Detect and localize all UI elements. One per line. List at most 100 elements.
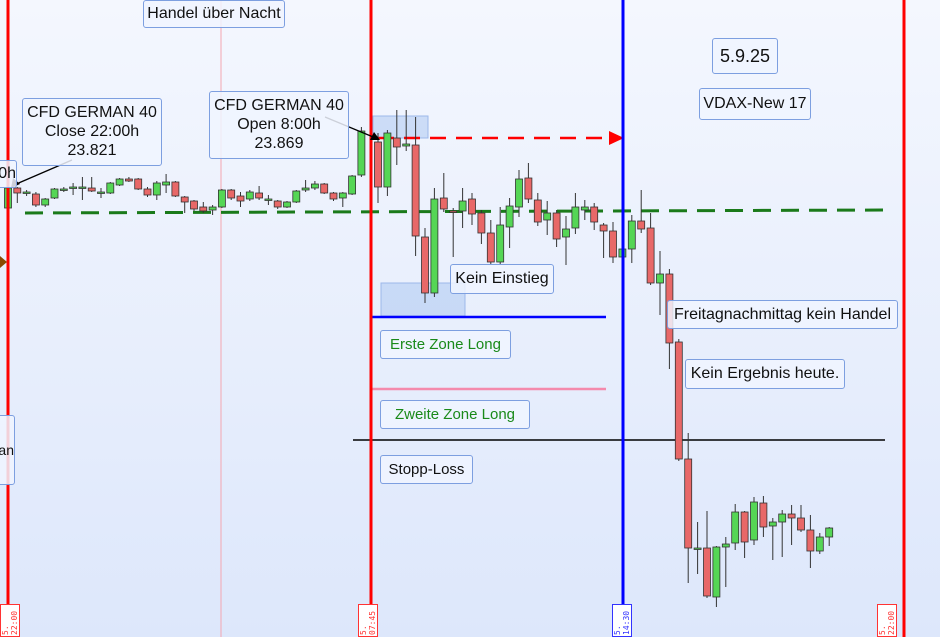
candle-up bbox=[402, 143, 411, 147]
open-range-box bbox=[372, 115, 429, 139]
candle-up bbox=[825, 527, 834, 538]
candle-up bbox=[712, 546, 721, 598]
candle-up bbox=[778, 513, 787, 523]
candle-up bbox=[496, 224, 505, 263]
time-label-prev-close: 5. 22:00 bbox=[0, 604, 20, 637]
candle-up bbox=[22, 191, 31, 194]
candle-down bbox=[477, 212, 486, 234]
candle-down bbox=[552, 212, 561, 240]
candle-down bbox=[320, 183, 329, 194]
label-left-partial-1: 0h bbox=[0, 160, 17, 188]
candle-up bbox=[505, 205, 514, 228]
candle-down bbox=[411, 144, 420, 237]
candle-up bbox=[69, 186, 77, 189]
candle-up bbox=[357, 130, 366, 176]
label-open-cfd: CFD GERMAN 40 Open 8:00h 23.869 bbox=[209, 91, 349, 159]
candle-up bbox=[348, 175, 357, 195]
candle-up bbox=[721, 543, 730, 548]
candle-up bbox=[162, 181, 171, 186]
candle-down bbox=[674, 341, 683, 460]
candle-down bbox=[13, 187, 22, 194]
candle-down bbox=[599, 224, 608, 232]
open-sub: Open 8:00h bbox=[237, 116, 321, 133]
open-level-arrow-icon bbox=[609, 131, 624, 145]
time-label-open: 5. 07:45 bbox=[358, 604, 378, 637]
open-title: CFD GERMAN 40 bbox=[214, 97, 344, 114]
candle-up bbox=[41, 198, 50, 206]
candle-up bbox=[430, 198, 439, 294]
label-vdax: VDAX-New 17 bbox=[699, 88, 811, 120]
candle-down bbox=[449, 210, 458, 213]
candle-up bbox=[50, 188, 59, 199]
candle-down bbox=[703, 547, 711, 597]
candle-up bbox=[768, 521, 777, 527]
close-sub: Close 22:00h bbox=[44, 123, 140, 140]
candle-up bbox=[97, 191, 105, 194]
label-left-partial-2: an bbox=[0, 415, 15, 485]
candle-down bbox=[797, 517, 805, 531]
candle-up bbox=[208, 206, 217, 211]
candle-down bbox=[468, 198, 476, 215]
candle-down bbox=[273, 200, 282, 208]
close-value: 23.821 bbox=[67, 142, 117, 159]
candle-down bbox=[533, 199, 542, 223]
candle-up bbox=[571, 206, 580, 229]
candle-up bbox=[217, 189, 226, 208]
candle-down bbox=[180, 196, 189, 203]
label-kein-ergebnis: Kein Ergebnis heute. bbox=[685, 359, 845, 389]
candle-up bbox=[245, 191, 254, 200]
candle-up bbox=[301, 187, 310, 191]
candle-down bbox=[609, 230, 617, 258]
candle-up bbox=[656, 273, 664, 284]
candle-up bbox=[152, 182, 161, 196]
candle-up bbox=[115, 178, 124, 186]
candle-down bbox=[134, 178, 143, 190]
candle-down bbox=[524, 177, 533, 200]
candle-up bbox=[383, 132, 392, 188]
candle-up bbox=[264, 198, 273, 201]
label-zweite-zone: Zweite Zone Long bbox=[380, 400, 530, 429]
candle-down bbox=[421, 236, 429, 294]
candle-up bbox=[310, 183, 319, 189]
candle-down bbox=[806, 529, 815, 552]
open-value: 23.869 bbox=[254, 135, 304, 152]
candle-down bbox=[439, 197, 448, 210]
candle-up bbox=[693, 547, 702, 550]
candle-up bbox=[543, 212, 552, 221]
candle-down bbox=[374, 141, 382, 188]
candle-up bbox=[338, 192, 347, 199]
candle-down bbox=[236, 195, 245, 202]
price-marker-icon bbox=[0, 256, 7, 268]
candle-down bbox=[87, 187, 96, 192]
open-arrowhead-icon bbox=[370, 132, 380, 140]
candle-down bbox=[227, 189, 236, 199]
candle-down bbox=[486, 232, 495, 263]
candle-down bbox=[125, 178, 133, 182]
candle-down bbox=[637, 220, 646, 230]
candle-down bbox=[190, 200, 198, 210]
candle-down bbox=[740, 511, 749, 543]
candle-up bbox=[627, 220, 636, 250]
time-label-close: 5. 22:00 bbox=[877, 604, 897, 637]
candle-down bbox=[392, 137, 401, 148]
candle-up bbox=[731, 511, 740, 544]
candle-down bbox=[143, 188, 152, 196]
candle-down bbox=[684, 458, 693, 549]
candle-down bbox=[759, 502, 768, 528]
candle-up bbox=[458, 200, 467, 212]
candle-down bbox=[171, 181, 180, 197]
candle-up bbox=[815, 536, 824, 552]
label-kein-einstieg: Kein Einstieg bbox=[450, 264, 554, 294]
candle-down bbox=[32, 193, 40, 206]
candle-up bbox=[106, 182, 115, 194]
close-title: CFD GERMAN 40 bbox=[27, 104, 157, 121]
candle-down bbox=[255, 192, 264, 199]
candle-down bbox=[329, 192, 338, 200]
candle-down bbox=[646, 227, 655, 284]
candle-down bbox=[590, 206, 599, 223]
candle-up bbox=[515, 178, 523, 208]
candle-up bbox=[78, 186, 87, 189]
label-close-cfd: CFD GERMAN 40 Close 22:00h 23.821 bbox=[22, 98, 162, 166]
candle-up bbox=[562, 228, 570, 238]
candle-down bbox=[787, 513, 796, 519]
